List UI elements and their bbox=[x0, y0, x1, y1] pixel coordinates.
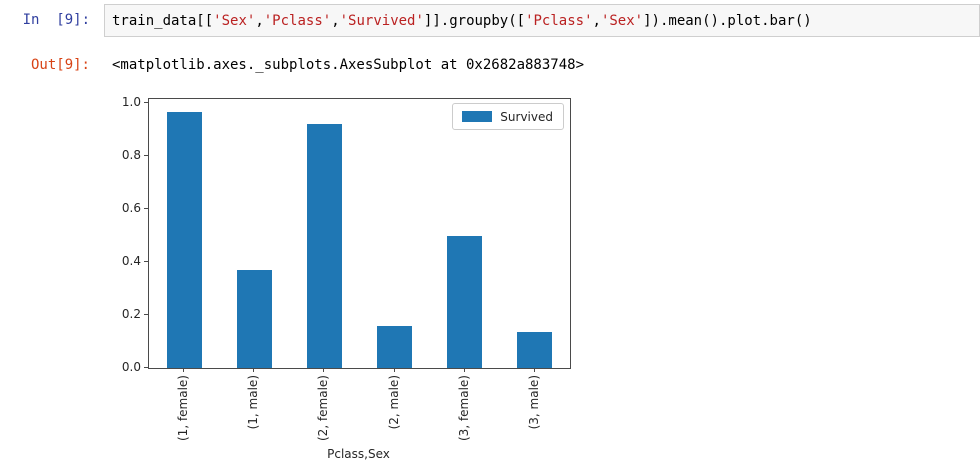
bar-1-female bbox=[166, 111, 202, 368]
output-prompt: Out[9]: bbox=[30, 57, 90, 73]
code-token-string: 'Pclass' bbox=[263, 13, 332, 29]
x-tick-label-2-female: (2, female) bbox=[316, 375, 331, 441]
input-prompt: In [9]: bbox=[22, 12, 90, 28]
x-tick-mark bbox=[253, 368, 255, 372]
code-token-string: 'Survived' bbox=[339, 13, 424, 29]
code-cell-box[interactable] bbox=[104, 4, 980, 37]
bar-3-female bbox=[447, 235, 483, 368]
x-tick-label-3-male: (3, male) bbox=[526, 375, 541, 430]
code-token-string: 'Sex' bbox=[600, 13, 644, 29]
code-token-code: ]).mean().plot.bar() bbox=[643, 13, 812, 29]
x-tick-label-1-female: (1, female) bbox=[176, 375, 191, 441]
y-tick-label-0.2: 0.2 bbox=[121, 307, 141, 322]
bar-1-male bbox=[236, 270, 272, 368]
y-tick-mark bbox=[144, 314, 148, 316]
x-tick-mark bbox=[463, 368, 465, 372]
code-token-code: , bbox=[331, 13, 340, 29]
y-tick-mark bbox=[144, 208, 148, 210]
code-token-code: train_data[[ bbox=[112, 13, 214, 29]
x-tick-mark bbox=[393, 368, 395, 372]
x-tick-mark bbox=[183, 368, 185, 372]
legend-label: Survived bbox=[500, 109, 553, 124]
matplotlib-figure: Survived Pclass,Sex (1, female) (1, male)… bbox=[95, 85, 595, 476]
bar-3-male bbox=[517, 332, 553, 368]
y-tick-mark bbox=[144, 102, 148, 104]
code-token-code: , bbox=[255, 13, 264, 29]
output-repr-text: <matplotlib.axes._subplots.AxesSubplot a… bbox=[112, 57, 585, 73]
code-token-string: 'Pclass' bbox=[525, 13, 593, 29]
code-token-string: 'Sex' bbox=[213, 13, 256, 29]
x-tick-label-1-male: (1, male) bbox=[246, 375, 261, 430]
y-tick-label-0.4: 0.4 bbox=[121, 254, 141, 269]
x-axis-label: Pclass,Sex bbox=[327, 447, 390, 461]
chart-legend: Survived bbox=[452, 103, 564, 130]
y-tick-mark bbox=[144, 261, 148, 263]
y-tick-label-0.0: 0.0 bbox=[121, 360, 141, 374]
x-tick-mark bbox=[533, 368, 535, 372]
y-tick-label-0.6: 0.6 bbox=[121, 201, 141, 216]
y-tick-mark bbox=[144, 155, 148, 157]
y-tick-label-1.0: 1.0 bbox=[121, 95, 141, 110]
x-tick-label-3-female: (3, female) bbox=[456, 375, 471, 441]
y-tick-mark bbox=[144, 367, 148, 368]
bar-2-male bbox=[377, 326, 413, 368]
x-tick-mark bbox=[323, 368, 325, 372]
legend-color-patch bbox=[462, 111, 493, 122]
x-tick-label-2-male: (2, male) bbox=[386, 375, 401, 430]
axes-area: Survived bbox=[148, 98, 571, 369]
bar-2-female bbox=[306, 124, 342, 368]
y-tick-label-0.8: 0.8 bbox=[121, 148, 141, 163]
code-token-code: ]].groupby([ bbox=[423, 13, 526, 29]
code-input[interactable]: train_data[['Sex','Pclass','Survived']].… bbox=[112, 12, 812, 30]
code-token-code: , bbox=[592, 13, 601, 29]
